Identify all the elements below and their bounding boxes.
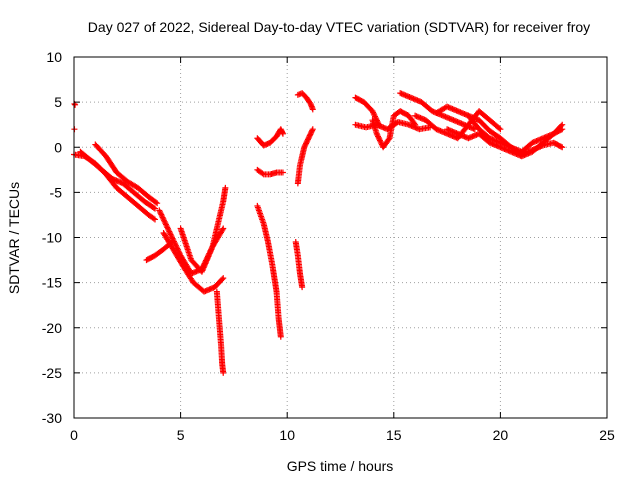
data-point xyxy=(152,199,159,206)
data-point xyxy=(279,130,286,137)
data-point xyxy=(219,276,226,283)
data-point xyxy=(559,144,566,151)
series-arc-9 xyxy=(177,184,229,275)
series-arc-20 xyxy=(397,90,478,133)
data-point xyxy=(259,170,266,177)
data-point xyxy=(222,184,229,191)
data-point xyxy=(150,215,157,222)
data-point xyxy=(277,333,284,340)
data-point xyxy=(377,138,384,145)
data-point xyxy=(496,125,503,132)
axis-ticks xyxy=(73,56,608,419)
series-arc-5 xyxy=(92,141,161,207)
series-arc-10 xyxy=(213,288,227,376)
data-point xyxy=(385,136,392,143)
y-tick-label: 0 xyxy=(54,139,62,155)
x-tick-label: 15 xyxy=(386,427,402,443)
chart-title: Day 027 of 2022, Sidereal Day-to-day VTE… xyxy=(88,19,590,35)
series-arc-15 xyxy=(294,126,316,187)
data-point xyxy=(219,226,226,233)
data-point xyxy=(306,99,313,106)
series-arc-4 xyxy=(77,148,159,212)
series-arc-16 xyxy=(294,90,316,113)
data-point xyxy=(309,127,316,134)
y-tick-label: -10 xyxy=(42,230,62,246)
data-point xyxy=(370,109,377,116)
series-arc-14 xyxy=(292,239,306,291)
data-point xyxy=(371,112,378,119)
series-arc-17 xyxy=(352,94,382,128)
data-point xyxy=(374,132,381,139)
x-axis-label: GPS time / hours xyxy=(287,458,394,474)
data-point xyxy=(309,126,316,133)
data-point xyxy=(152,205,159,212)
data-point xyxy=(220,225,227,232)
data-point xyxy=(72,101,79,108)
data-point xyxy=(220,369,227,376)
data-point xyxy=(497,126,504,133)
data-point xyxy=(558,122,565,129)
x-tick-label: 20 xyxy=(493,427,509,443)
y-tick-label: -5 xyxy=(50,184,63,200)
data-point xyxy=(559,121,566,128)
series-arc-12 xyxy=(254,126,286,149)
x-tick-label: 5 xyxy=(177,427,185,443)
data-point xyxy=(369,108,376,115)
data-point xyxy=(299,284,306,291)
x-tick-label: 0 xyxy=(70,427,78,443)
data-point xyxy=(376,137,383,144)
data-point xyxy=(220,275,227,282)
series-arc-24 xyxy=(465,112,566,158)
series-arc-11 xyxy=(254,166,286,178)
data-point xyxy=(150,204,157,211)
y-tick-label: 5 xyxy=(54,94,62,110)
y-tick-label: -30 xyxy=(42,410,62,426)
x-tick-labels: 0 5 10 15 20 25 xyxy=(70,427,615,443)
series-arc-13 xyxy=(254,202,284,340)
data-point xyxy=(375,133,382,140)
series-arc-19 xyxy=(369,108,419,151)
data-point xyxy=(370,110,377,117)
x-tick-label: 10 xyxy=(279,427,295,443)
data-point xyxy=(412,121,419,128)
y-tick-label: 10 xyxy=(46,49,62,65)
data-point xyxy=(558,143,565,150)
data-points xyxy=(71,90,566,376)
data-point xyxy=(375,134,382,141)
data-point xyxy=(279,169,286,176)
y-axis-label: SDTVAR / TECUs xyxy=(6,182,22,294)
series-arc-8 xyxy=(160,229,227,295)
data-point xyxy=(411,120,418,127)
y-tick-label: -20 xyxy=(42,320,62,336)
y-tick-label: -15 xyxy=(42,275,62,291)
data-point xyxy=(376,136,383,143)
data-point xyxy=(372,114,379,121)
data-point xyxy=(372,113,379,120)
data-point xyxy=(154,200,161,207)
data-point xyxy=(373,130,380,137)
data-point xyxy=(309,106,316,113)
x-tick-label: 25 xyxy=(599,427,615,443)
data-point xyxy=(373,116,380,123)
y-tick-label: -25 xyxy=(42,365,62,381)
data-point xyxy=(152,216,159,223)
y-tick-labels: -30 -25 -20 -15 -10 -5 0 5 10 xyxy=(42,49,62,426)
